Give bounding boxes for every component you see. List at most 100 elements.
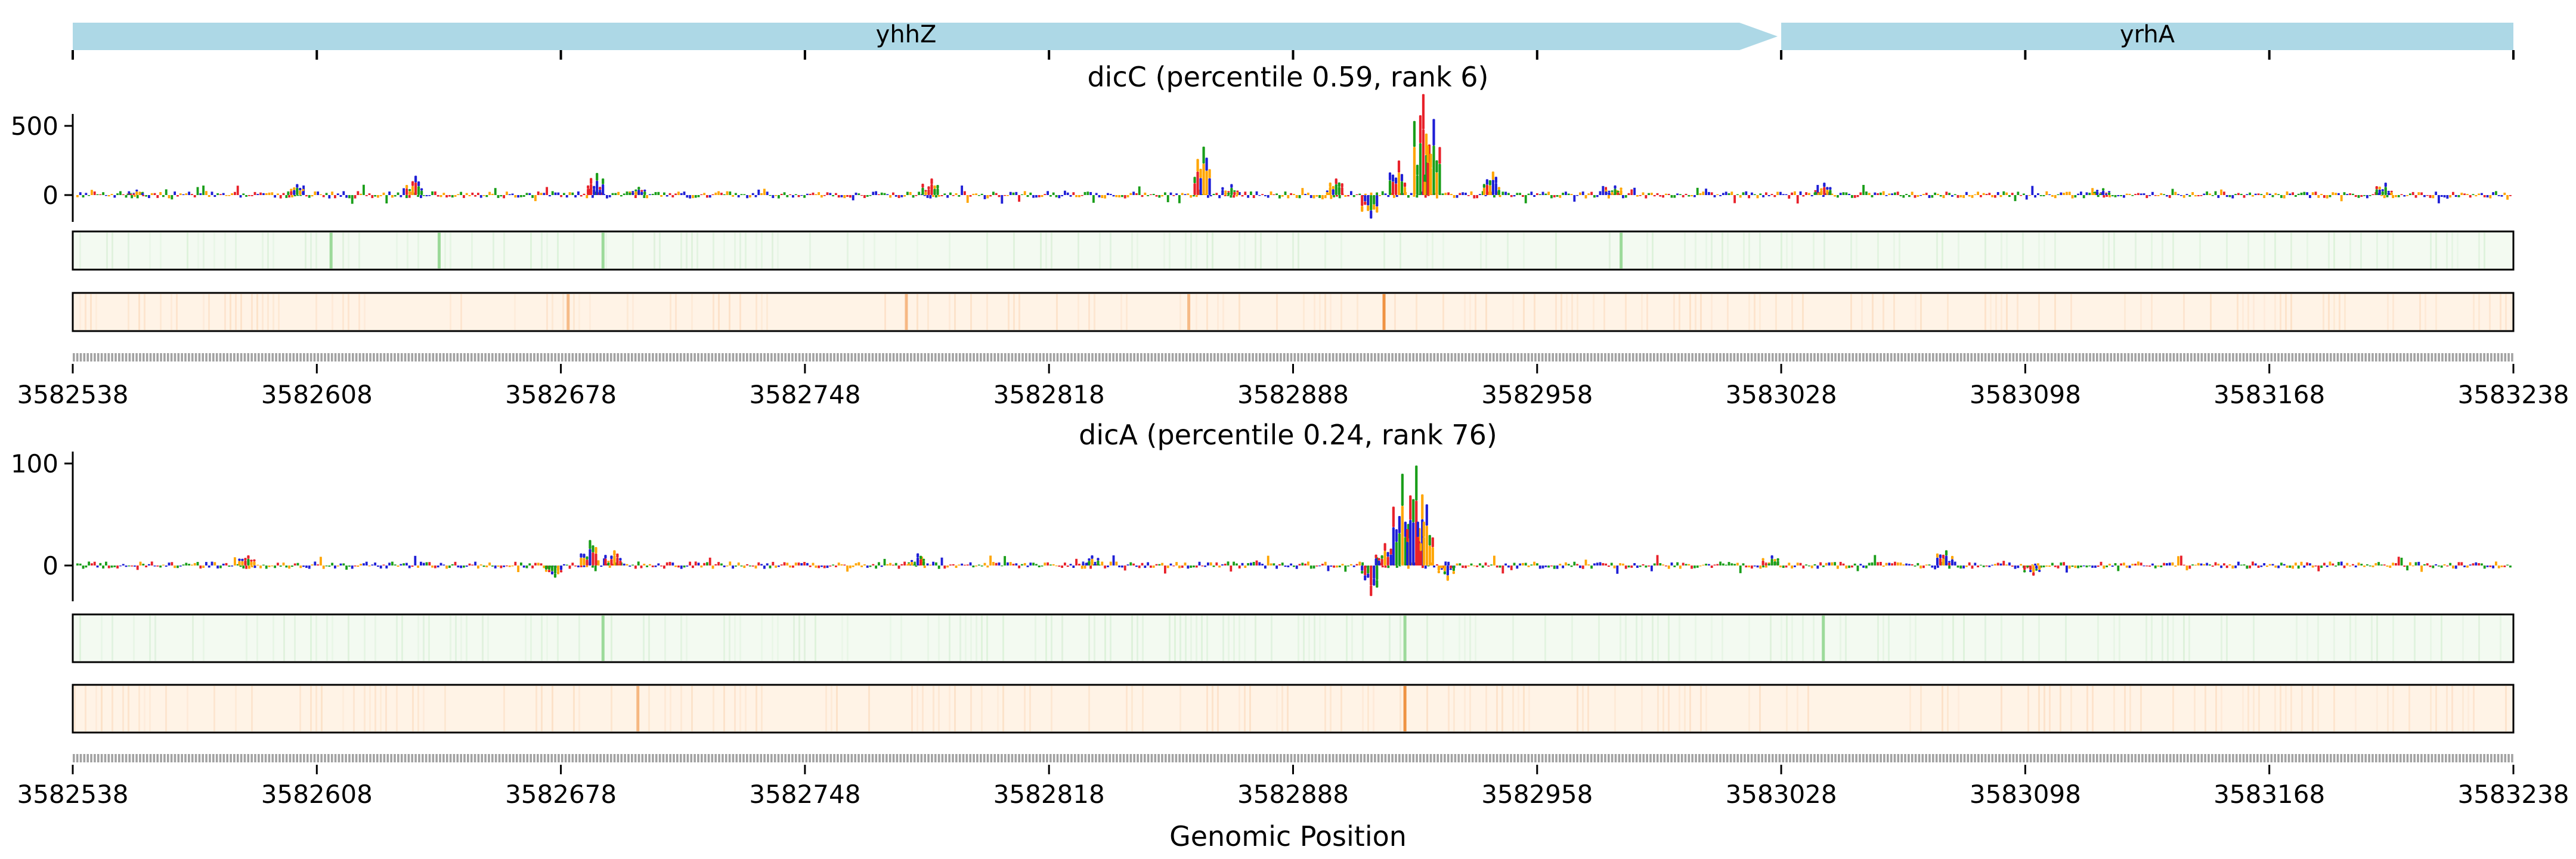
- logo-letter-G: [975, 193, 978, 195]
- sequence-base: [1049, 353, 1052, 361]
- logo-letter-C: [1462, 192, 1465, 195]
- track-2-stripe: [374, 686, 376, 731]
- logo-letter-T: [969, 195, 972, 197]
- track-2-stripe: [2473, 294, 2475, 330]
- sequence-base: [107, 754, 110, 762]
- peak-letter-G: [1236, 192, 1239, 195]
- track-1-stripe: [1308, 616, 1310, 661]
- peak-letter-C: [1948, 561, 1951, 563]
- sequence-base: [637, 353, 640, 361]
- track-2-stripe: [95, 686, 97, 731]
- track-2-stripe: [2054, 294, 2056, 330]
- track-1-stripe: [2392, 233, 2394, 268]
- peak-letter-T: [604, 558, 607, 566]
- track-1-peak: [601, 233, 605, 268]
- logo-letter-A: [2120, 195, 2123, 196]
- peak-letter-T: [1817, 191, 1820, 193]
- sequence-base: [491, 353, 494, 361]
- track-2-stripe: [230, 294, 231, 330]
- sequence-base: [1321, 754, 1324, 762]
- logo-letter-A: [1212, 566, 1215, 567]
- track-2-stripe: [831, 686, 832, 731]
- sequence-base: [1241, 353, 1244, 361]
- sequence-base: [648, 353, 651, 361]
- sequence-base: [1750, 353, 1753, 361]
- x-tick-label: 3582538: [17, 780, 128, 809]
- logo-letter-C: [600, 566, 603, 567]
- track-2-stripe: [1239, 686, 1240, 731]
- sequence-base: [1196, 353, 1199, 361]
- track-1-stripe: [1383, 233, 1385, 268]
- sequence-base: [1667, 353, 1670, 361]
- logo-letter-A: [451, 564, 454, 566]
- sequence-base: [652, 754, 654, 762]
- track-2-stripe: [1179, 294, 1181, 330]
- logo-letter-T: [1602, 563, 1605, 566]
- logo-letter-C: [1751, 192, 1753, 195]
- logo-letter-G: [1078, 195, 1080, 197]
- logo-letter-C: [772, 195, 775, 199]
- logo-letter-A: [1865, 191, 1868, 195]
- track-2-stripe: [1416, 294, 1417, 330]
- sequence-base: [2120, 353, 2123, 361]
- sequence-base: [756, 754, 759, 762]
- track-2-stripe: [691, 294, 693, 330]
- track-2-stripe: [85, 686, 86, 731]
- sequence-base: [1255, 754, 1258, 762]
- sequence-base: [2511, 353, 2513, 361]
- logo-letter-G: [1808, 193, 1810, 195]
- logo-letter-G: [1456, 563, 1459, 566]
- peak-letter-A: [1776, 561, 1779, 566]
- sequence-base: [701, 754, 703, 762]
- logo-letter-C: [2220, 566, 2223, 568]
- logo-letter-T: [2020, 195, 2023, 196]
- sequence-base: [840, 353, 843, 361]
- track-1-stripe: [2306, 616, 2308, 661]
- sequence-base: [1367, 754, 1369, 762]
- logo-letter-G: [1937, 193, 1939, 195]
- sequence-base: [1496, 353, 1498, 361]
- logo-letter-C: [2151, 191, 2154, 195]
- logo-letter-A: [1395, 566, 1398, 568]
- sequence-base: [2207, 754, 2210, 762]
- track-1-stripe: [305, 233, 306, 268]
- track-2-stripe: [1748, 294, 1750, 330]
- logo-letter-A: [2277, 194, 2280, 195]
- sequence-base: [1524, 353, 1527, 361]
- track-1-stripe: [557, 616, 559, 661]
- peak-letter-C: [1494, 177, 1497, 183]
- logo-letter-G: [1324, 195, 1327, 199]
- sequence-base: [2472, 353, 2475, 361]
- logo-letter-C: [1465, 193, 1467, 195]
- logo-letter-A: [1739, 566, 1742, 573]
- sequence-base: [1775, 353, 1778, 361]
- sequence-base: [1105, 754, 1108, 762]
- peak-letter-G: [1361, 206, 1364, 212]
- logo-letter-T: [122, 194, 125, 195]
- logo-letter-G: [139, 561, 142, 566]
- logo-letter-A: [394, 195, 397, 197]
- sequence-base: [1077, 754, 1080, 762]
- logo-letter-T: [1155, 564, 1158, 566]
- sequence-base: [2323, 754, 2325, 762]
- track-2-stripe: [954, 686, 956, 731]
- panel-title: dicC (percentile 0.59, rank 6): [1087, 61, 1488, 93]
- sequence-base: [637, 754, 640, 762]
- track-2-stripe: [562, 294, 564, 330]
- logo-letter-C: [1745, 191, 1748, 195]
- sequence-base: [1987, 353, 1990, 361]
- logo-letter-C: [377, 566, 379, 567]
- logo-letter-T: [2414, 195, 2417, 198]
- logo-letter-A: [351, 195, 354, 204]
- logo-letter-T: [1630, 189, 1633, 195]
- logo-letter-G: [1959, 195, 1962, 197]
- sequence-base: [209, 754, 211, 762]
- logo-letter-T: [2483, 195, 2486, 197]
- logo-letter-A: [328, 566, 331, 567]
- logo-letter-A: [2280, 563, 2283, 566]
- logo-letter-C: [1794, 566, 1796, 567]
- logo-letter-G: [1444, 193, 1447, 195]
- logo-letter-A: [1733, 564, 1736, 566]
- sequence-base: [505, 754, 507, 762]
- logo-letter-A: [1147, 195, 1150, 196]
